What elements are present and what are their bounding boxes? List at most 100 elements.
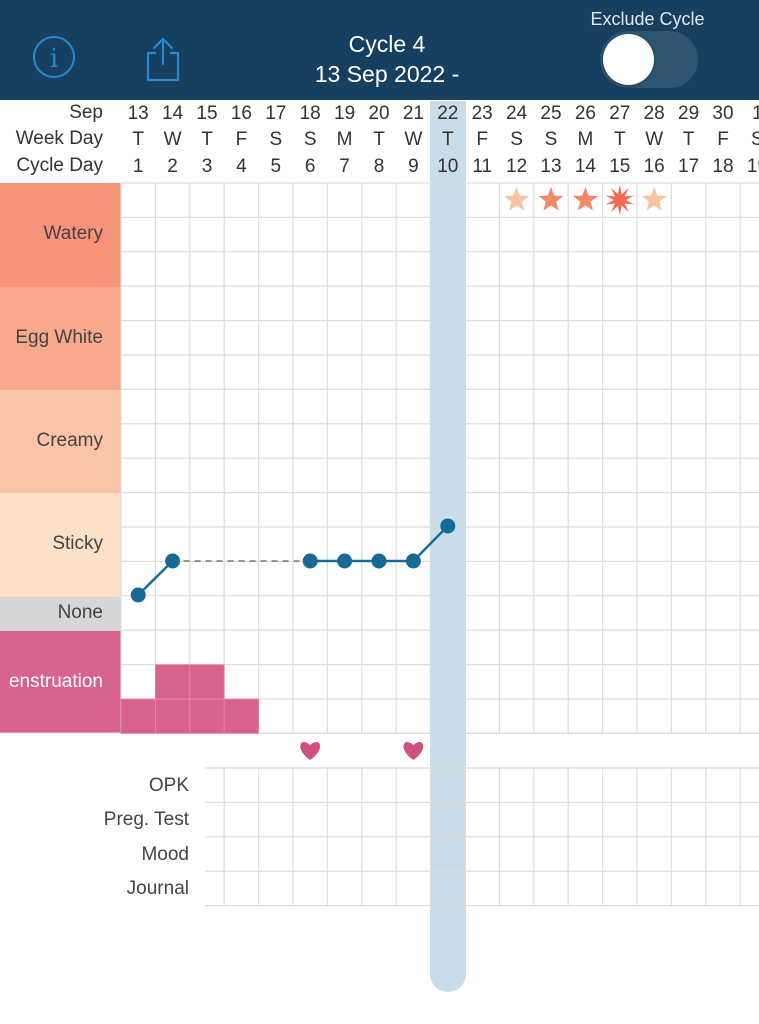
- mucus-data-point: [371, 553, 387, 569]
- mucus-band-sticky: Sticky: [0, 493, 121, 597]
- week-day-label: F: [235, 129, 248, 150]
- week-day-label: T: [132, 129, 144, 150]
- mucus-band-label: None: [57, 602, 103, 623]
- cycle-day-label: 17: [678, 156, 700, 177]
- date-label[interactable]: 29: [678, 103, 700, 124]
- mucus-data-point: [440, 518, 456, 534]
- menstruation-label: enstruation: [8, 671, 103, 692]
- cycle-day-label: 2: [167, 156, 178, 177]
- peak-fertility-star-icon: [605, 185, 635, 215]
- cycle-day-label: 12: [506, 156, 528, 177]
- cycle-day-label: 8: [373, 156, 385, 177]
- week-day-label: T: [441, 129, 454, 150]
- date-label[interactable]: 14: [162, 103, 184, 124]
- heart-icon: [300, 741, 321, 760]
- today-column-overlay: [429, 183, 466, 734]
- week-day-label: S: [544, 129, 558, 150]
- menstruation-band: enstruation: [0, 631, 121, 733]
- info-icon: i: [49, 44, 59, 74]
- week-day-label: S: [269, 129, 283, 150]
- week-day-row-label: Week Day: [15, 128, 103, 149]
- fertility-star-icon: [573, 187, 598, 211]
- cycle-day-label: 10: [437, 156, 459, 177]
- app-header: i Cycle 4 13 Sep 2022 - Exclude Cycle: [0, 0, 759, 100]
- cycle-day-label: 11: [472, 156, 493, 177]
- date-label[interactable]: 19: [334, 103, 356, 124]
- mucus-band-watery: Watery: [0, 183, 121, 287]
- mucus-line-segment: [412, 525, 449, 562]
- mucus-band-label: Watery: [43, 223, 103, 244]
- mucus-data-point: [130, 587, 146, 603]
- cycle-day-label: 7: [339, 156, 350, 177]
- cycle-day-label: 18: [712, 156, 734, 177]
- week-day-label: T: [201, 129, 213, 150]
- menstruation-flow-cell: [189, 664, 225, 700]
- date-label[interactable]: 26: [574, 103, 596, 124]
- date-label[interactable]: 20: [368, 103, 390, 124]
- cycle-day-label: 13: [540, 156, 562, 177]
- week-day-label: S: [303, 129, 317, 150]
- cycle-day-label: 19: [746, 156, 759, 177]
- date-label[interactable]: 21: [402, 103, 424, 124]
- exclude-cycle-label: Exclude Cycle: [590, 9, 705, 29]
- mucus-data-point: [165, 553, 181, 569]
- date-label[interactable]: 13: [127, 103, 149, 124]
- fertility-star-icon: [504, 187, 529, 211]
- mucus-band-egg-white: Egg White: [0, 287, 121, 390]
- cycle-day-label: 9: [408, 156, 419, 177]
- share-icon[interactable]: [143, 36, 183, 82]
- cycle-day-label: 4: [236, 156, 247, 177]
- menstruation-flow-cell: [120, 698, 156, 734]
- bottom-row-label-opk[interactable]: OPK: [148, 775, 189, 796]
- mucus-data-point: [337, 553, 353, 569]
- menstruation-flow-cell: [154, 664, 191, 700]
- date-label[interactable]: 23: [471, 103, 493, 124]
- date-label[interactable]: 22: [437, 103, 459, 124]
- week-day-label: T: [682, 129, 695, 150]
- cycle-day-label: 16: [643, 156, 665, 177]
- week-day-label: W: [404, 129, 423, 150]
- bottom-row-label-mood[interactable]: Mood: [141, 843, 189, 865]
- mucus-band-label: Egg White: [15, 326, 103, 348]
- week-day-label: W: [163, 129, 182, 150]
- date-label[interactable]: 16: [230, 103, 252, 124]
- cycle-day-row-label: Cycle Day: [16, 155, 103, 176]
- cycle-day-label: 14: [574, 156, 596, 177]
- date-label[interactable]: 15: [196, 103, 218, 124]
- fertility-star-icon: [641, 187, 667, 211]
- week-day-label: F: [476, 129, 488, 150]
- week-day-label: W: [645, 129, 664, 150]
- week-day-label: S: [510, 129, 523, 150]
- mucus-data-point: [302, 553, 318, 569]
- menstruation-flow-cell: [223, 698, 259, 734]
- bottom-row-label-journal[interactable]: Journal: [126, 878, 189, 900]
- date-label[interactable]: 17: [265, 103, 287, 124]
- date-label[interactable]: 30: [712, 103, 734, 124]
- menstruation-flow-cell: [189, 698, 225, 734]
- week-day-label: M: [336, 129, 353, 150]
- info-button[interactable]: i: [33, 36, 75, 78]
- cycle-day-label: 6: [304, 156, 316, 177]
- mucus-band-label: Creamy: [36, 429, 103, 451]
- date-label[interactable]: 18: [299, 103, 321, 124]
- toggle-knob: [603, 34, 654, 85]
- week-day-label: M: [577, 129, 594, 150]
- cycle-title: Cycle 4: [348, 31, 426, 57]
- mucus-band-none: None: [0, 597, 121, 631]
- date-label[interactable]: 24: [506, 103, 528, 124]
- heart-icon: [403, 741, 424, 760]
- date-label[interactable]: 27: [609, 103, 631, 124]
- mucus-band-creamy: Creamy: [0, 390, 121, 493]
- bottom-row-label-preg-test[interactable]: Preg. Test: [103, 809, 189, 831]
- date-label[interactable]: 28: [643, 103, 665, 124]
- exclude-cycle-toggle[interactable]: [600, 31, 698, 88]
- fertility-star-icon: [538, 187, 564, 211]
- date-label[interactable]: 25: [540, 103, 562, 124]
- date-label[interactable]: 1: [752, 103, 759, 124]
- mucus-data-point: [405, 553, 421, 569]
- menstruation-flow-cell: [154, 698, 191, 734]
- mucus-line-segment: [137, 560, 174, 596]
- week-day-label: F: [717, 129, 729, 150]
- cycle-day-label: 1: [132, 156, 144, 177]
